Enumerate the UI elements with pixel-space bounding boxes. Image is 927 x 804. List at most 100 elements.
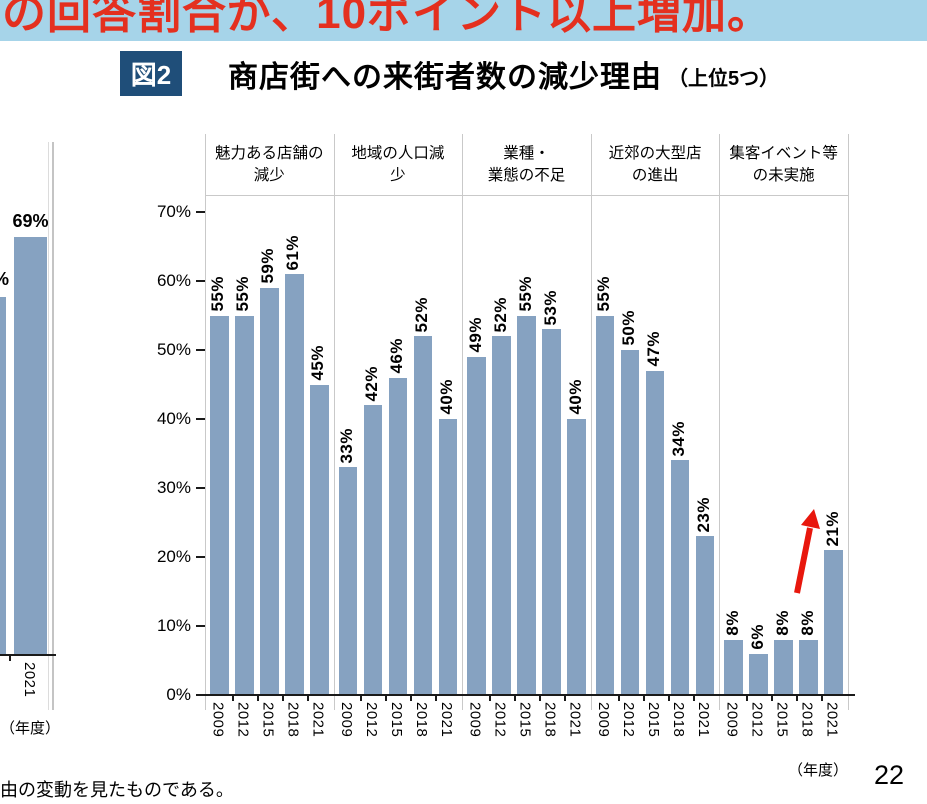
group-divider bbox=[719, 134, 721, 710]
page-number: 22 bbox=[874, 760, 905, 790]
left-chart-year-label: 2021 bbox=[21, 662, 38, 698]
y-axis-label: 70% bbox=[156, 202, 191, 221]
left-chart-axis-unit: （年度） bbox=[0, 720, 61, 737]
y-axis-tick bbox=[196, 625, 205, 627]
bar-value-label: 61% bbox=[283, 234, 303, 271]
plot-right-border bbox=[848, 134, 849, 710]
x-axis-year-label: 2012 bbox=[748, 702, 766, 738]
bar-value-label: 53% bbox=[540, 289, 560, 326]
bar-value-label: 46% bbox=[386, 338, 406, 374]
bar bbox=[799, 639, 818, 695]
bar-value-label: 55% bbox=[594, 275, 614, 312]
bar bbox=[517, 315, 536, 695]
top-banner: の回答割合が、10ポイント以上増加。 bbox=[0, 0, 927, 41]
x-axis-tick bbox=[410, 695, 413, 701]
x-axis-tick bbox=[564, 695, 566, 701]
x-axis-year-label: 2009 bbox=[595, 702, 613, 738]
x-axis-year-label: 2018 bbox=[412, 702, 430, 738]
x-axis-year-label: 2009 bbox=[723, 702, 741, 738]
x-axis-tick bbox=[514, 695, 516, 701]
bar bbox=[235, 315, 254, 695]
bar bbox=[413, 336, 433, 695]
category-header: 地域の人口減 少 bbox=[351, 144, 445, 184]
x-axis-year-label: 2009 bbox=[337, 702, 355, 738]
bar-value-label: 8% bbox=[797, 610, 817, 636]
x-axis-year-label: 2021 bbox=[695, 702, 713, 738]
x-axis-year-label: 2021 bbox=[823, 702, 841, 738]
x-axis-tick bbox=[796, 695, 799, 701]
x-axis-tick bbox=[489, 695, 491, 701]
bar bbox=[285, 274, 304, 695]
left-chart-clipped-bar bbox=[0, 297, 6, 655]
x-axis-tick bbox=[821, 695, 824, 701]
left-chart-x-axis-tick bbox=[9, 656, 11, 661]
bar-value-label: 45% bbox=[308, 344, 328, 381]
bar bbox=[645, 370, 665, 695]
left-chart-x-axis-line bbox=[0, 654, 56, 656]
bar bbox=[492, 336, 511, 695]
bar-value-label: 55% bbox=[233, 275, 253, 312]
group-divider bbox=[333, 134, 335, 710]
x-axis-tick bbox=[642, 695, 645, 701]
banner-headline: の回答割合が、10ポイント以上増加。 bbox=[2, 0, 773, 38]
x-axis-tick bbox=[306, 695, 309, 701]
bar bbox=[210, 315, 229, 695]
bar-value-label: 47% bbox=[644, 331, 664, 367]
y-axis-label: 0% bbox=[166, 685, 191, 704]
x-axis-tick bbox=[360, 695, 363, 701]
bar-value-label: 50% bbox=[619, 310, 639, 346]
bar-value-label: 6% bbox=[747, 624, 767, 650]
left-chart-value-label: 69% bbox=[12, 211, 49, 231]
category-header: 業種・ 業態の不足 bbox=[487, 144, 566, 184]
bar bbox=[567, 419, 586, 695]
figure-title-suffix: （上位5つ） bbox=[668, 67, 780, 90]
x-axis-year-label: 2018 bbox=[798, 702, 816, 738]
x-axis-year-label: 2018 bbox=[284, 702, 302, 738]
bar-value-label: 34% bbox=[669, 420, 689, 457]
bar bbox=[749, 653, 768, 695]
bar-value-label: 55% bbox=[515, 275, 535, 312]
left-chart-border bbox=[52, 142, 54, 710]
x-axis-tick bbox=[617, 695, 620, 701]
bar-value-label: 40% bbox=[565, 379, 585, 415]
x-axis-tick bbox=[771, 695, 774, 701]
bar bbox=[467, 356, 486, 695]
bar bbox=[310, 384, 329, 695]
x-axis-year-label: 2018 bbox=[541, 702, 559, 738]
y-axis-label: 30% bbox=[156, 478, 191, 497]
left-chart-border-outer bbox=[48, 142, 49, 710]
y-axis-tick bbox=[196, 556, 205, 558]
bar-value-label: 55% bbox=[208, 275, 228, 312]
x-axis-year-label: 2012 bbox=[234, 702, 252, 738]
bar bbox=[388, 377, 408, 695]
bar bbox=[824, 550, 843, 695]
bar bbox=[438, 419, 458, 695]
left-chart-clipped-value-label: % bbox=[0, 269, 13, 290]
x-axis-year-label: 2012 bbox=[362, 702, 380, 738]
y-axis-label: 50% bbox=[156, 340, 191, 359]
bar bbox=[695, 536, 715, 695]
y-axis-label: 60% bbox=[156, 271, 191, 290]
x-axis-year-label: 2012 bbox=[491, 702, 509, 738]
footnote: 由の変動を見たものである。 bbox=[0, 780, 234, 800]
bar-value-label: 52% bbox=[411, 296, 431, 333]
x-axis-year-label: 2015 bbox=[387, 702, 405, 738]
x-axis-year-label: 2012 bbox=[620, 702, 638, 738]
bar-value-label: 40% bbox=[436, 379, 456, 415]
x-axis-year-label: 2021 bbox=[309, 702, 327, 738]
x-axis-tick bbox=[256, 695, 259, 701]
x-axis-tick bbox=[667, 695, 670, 701]
x-axis-line bbox=[200, 694, 855, 696]
bar-value-label: 33% bbox=[336, 427, 356, 464]
bar bbox=[774, 639, 793, 695]
main-chart-axis-unit: （年度） bbox=[788, 762, 849, 779]
bar bbox=[542, 329, 561, 695]
x-axis-year-label: 2015 bbox=[516, 702, 534, 738]
x-axis-tick bbox=[385, 695, 388, 701]
y-axis-label: 20% bbox=[156, 547, 191, 566]
x-axis-tick bbox=[281, 695, 284, 701]
plot-left-border bbox=[205, 134, 206, 710]
category-header: 集客イベント等 の未実施 bbox=[729, 144, 838, 184]
y-axis-tick bbox=[196, 349, 205, 351]
